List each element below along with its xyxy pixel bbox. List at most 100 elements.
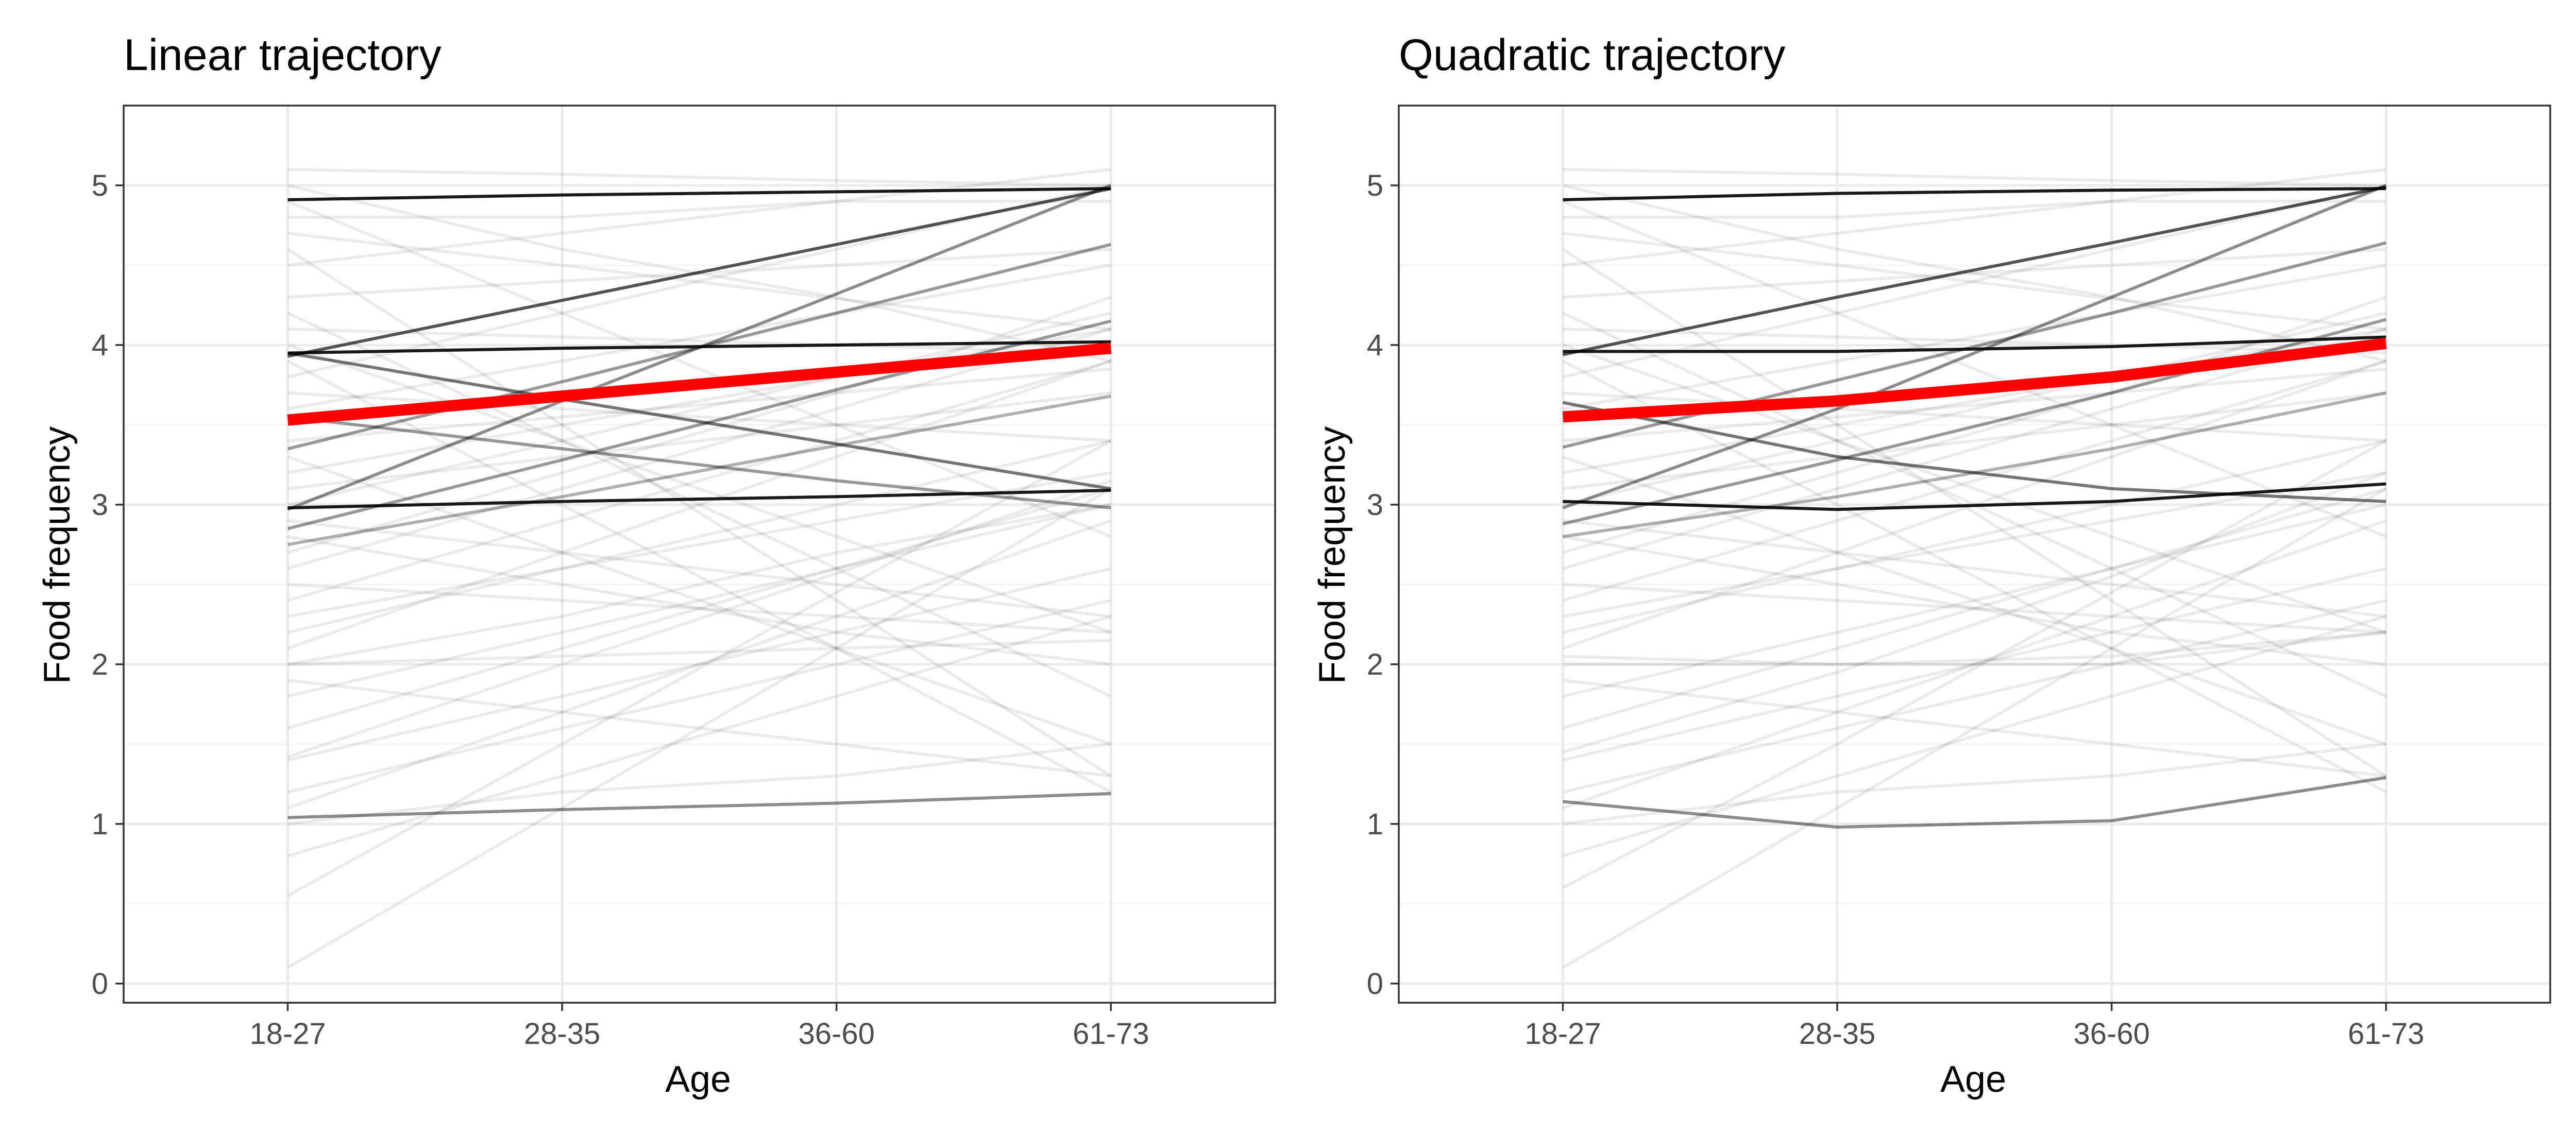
trajectory-line (287, 200, 1112, 538)
trajectory-line (287, 439, 1112, 897)
trajectory-line (286, 487, 1112, 969)
trajectory-line (287, 792, 1111, 819)
trajectory-line (1563, 519, 2386, 618)
trajectory-line (287, 519, 1112, 810)
trajectory-line (287, 391, 1111, 442)
trajectory-line (287, 359, 1112, 602)
x-tick-label: 18-27 (249, 1017, 326, 1051)
plot-area: 0 1 2 3 4 5 18-27 28-35 36-60 61-73 (92, 105, 1276, 1051)
y-tick-label: 5 (1367, 169, 1383, 202)
y-tick-label: 1 (1367, 808, 1383, 841)
trajectory-line (1563, 187, 2386, 201)
x-tick-label: 36-60 (799, 1017, 875, 1051)
trajectory-line (1563, 327, 2386, 355)
trajectory-line (1562, 328, 2387, 570)
trajectory-line (1562, 598, 2386, 794)
trajectory-line (287, 535, 1111, 666)
x-tick-label: 61-73 (2348, 1017, 2424, 1051)
y-tick-label: 0 (1367, 967, 1383, 1001)
trajectory-line (1563, 247, 2386, 299)
trajectory-line (287, 167, 1111, 187)
trajectory-line (287, 367, 1111, 442)
trajectory-line (287, 471, 1111, 618)
plot-frame (123, 105, 1276, 1004)
trajectory-line (287, 489, 1111, 510)
trajectory-line (1562, 519, 2387, 810)
trajectory-line (287, 439, 1111, 634)
trajectory-line (1562, 615, 2387, 857)
plot-area: 0 1 2 3 4 5 18-27 28-35 36-60 61-73 (1367, 105, 2551, 1051)
trajectory-line (1563, 391, 2386, 490)
trajectory-line (1563, 776, 2386, 829)
y-tick-label: 1 (92, 808, 108, 841)
trajectory-line (287, 296, 1112, 554)
trajectory-line (287, 312, 1111, 506)
trajectory-line (287, 615, 1112, 857)
trajectory-line (1562, 487, 2387, 969)
chart-title: Linear trajectory (124, 30, 442, 80)
x-tick-label: 36-60 (2074, 1017, 2150, 1051)
y-tick-label: 5 (92, 169, 108, 202)
trajectory-line (1563, 482, 2386, 511)
trajectory-line (286, 248, 1112, 778)
x-axis-title: Age (1940, 1059, 2006, 1100)
trajectory-line (287, 327, 1111, 355)
trajectory-line (287, 487, 1112, 730)
trajectory-line (1563, 678, 2386, 778)
y-tick-label: 0 (92, 967, 108, 1001)
trajectory-line (1562, 503, 2386, 698)
trajectory-line (1562, 248, 2387, 778)
trajectory-line (287, 519, 1111, 618)
chart-panel-quadratic: Quadratic trajectory Age Food frequency … (1312, 30, 2551, 1100)
trajectory-line (1562, 344, 2387, 634)
trajectory-line (287, 187, 1111, 201)
plot-frame (1398, 105, 2551, 1004)
trajectory-line (1563, 582, 2386, 634)
trajectory-line (287, 639, 1111, 666)
trajectory-line (1563, 168, 2386, 267)
trajectory-line (1562, 359, 2387, 602)
chart-title: Quadratic trajectory (1399, 30, 1785, 80)
trajectory-line (1562, 200, 2387, 538)
trajectory-line (287, 678, 1111, 778)
trajectory-line (1562, 439, 2386, 634)
y-tick-label: 2 (92, 648, 108, 681)
trajectory-line (287, 264, 1111, 410)
x-axis-title: Age (665, 1059, 731, 1100)
trajectory-line (1562, 264, 2386, 410)
trajectory-line (1563, 167, 2386, 187)
trajectory-line (1563, 231, 2386, 331)
y-tick-label: 4 (1367, 329, 1383, 362)
trajectory-line (287, 479, 1112, 759)
x-tick-label: 18-27 (1524, 1017, 1601, 1051)
trajectory-line (287, 351, 1111, 490)
trajectory-line (1562, 312, 2386, 506)
trajectory-line (1562, 359, 2387, 794)
trajectory-line (1563, 630, 2386, 666)
trajectory-line (287, 168, 1111, 267)
trajectory-line (287, 344, 1112, 634)
trajectory-line (287, 742, 1111, 826)
trajectory-line (1563, 335, 2386, 353)
y-tick-label: 2 (1367, 648, 1383, 681)
x-tick-label: 28-35 (1799, 1017, 1875, 1051)
trajectory-line (1563, 742, 2386, 826)
trajectory-line (1562, 487, 2387, 730)
trajectory-line (287, 394, 1111, 546)
trajectory-line (287, 327, 1111, 474)
trajectory-line (1563, 630, 2386, 666)
trajectory-line (287, 231, 1111, 331)
trajectory-line (1562, 566, 2386, 762)
trajectory-line (1563, 391, 2386, 442)
trajectory-line (287, 598, 1111, 794)
y-tick-label: 4 (92, 329, 108, 362)
y-axis-title: Food frequency (37, 426, 78, 684)
mean-trajectory-line (287, 342, 1112, 426)
trajectory-line (287, 340, 1111, 355)
y-tick-label: 3 (1367, 488, 1383, 522)
trajectory-line (1562, 296, 2387, 554)
trajectory-line (1562, 327, 2386, 474)
trajectory-line (287, 582, 1111, 634)
trajectory-line (1562, 439, 2387, 889)
